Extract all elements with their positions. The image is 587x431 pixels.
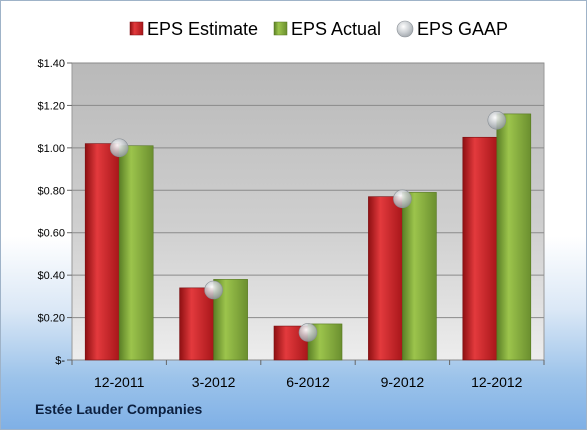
y-tick-label: $1.20 (37, 100, 65, 112)
legend-estimate-swatch (129, 21, 144, 36)
legend-actual-label: EPS Actual (291, 19, 381, 39)
legend-estimate-label: EPS Estimate (147, 19, 258, 39)
legend-gaap-label: EPS GAAP (417, 19, 508, 39)
legend-actual-swatch (273, 21, 288, 36)
gaap-marker (109, 138, 129, 158)
gaap-marker (393, 189, 412, 209)
bars (84, 113, 532, 361)
legend-gaap-marker (396, 20, 414, 38)
estimate-bar (368, 196, 403, 361)
gaap-marker (204, 280, 223, 300)
actual-bar (118, 145, 154, 361)
x-category-label: 9-2012 (381, 374, 425, 390)
legend: EPS Estimate EPS Actual EPS GAAP (129, 19, 508, 39)
y-tick-label: $0.20 (37, 313, 65, 325)
estimate-bar (179, 287, 214, 361)
x-axis-categories: 12-2011 3-2012 6-2012 9-2012 12-2012 (71, 360, 545, 390)
y-axis-ticks: $- $0.20 $0.40 $0.60 $0.80 $1.00 $1.20 $1.40 (37, 58, 72, 367)
estimate-bar (462, 136, 498, 361)
gaap-markers (109, 110, 507, 342)
x-category-label: 6-2012 (286, 374, 330, 390)
gaap-marker (298, 323, 318, 342)
actual-bar (496, 113, 532, 361)
y-tick-label: $- (55, 355, 65, 367)
company-name: Estée Lauder Companies (35, 401, 203, 417)
y-tick-label: $0.80 (37, 185, 65, 197)
gaap-marker (487, 110, 507, 130)
y-tick-label: $1.40 (37, 58, 65, 70)
x-category-label: 3-2012 (192, 374, 236, 390)
y-tick-label: $0.40 (37, 270, 65, 282)
y-tick-label: $0.60 (37, 228, 65, 240)
x-category-label: 12-2012 (471, 374, 523, 390)
actual-bar (402, 192, 437, 361)
estimate-bar (84, 143, 120, 361)
y-tick-label: $1.00 (37, 143, 65, 155)
x-category-label: 12-2011 (94, 374, 145, 390)
